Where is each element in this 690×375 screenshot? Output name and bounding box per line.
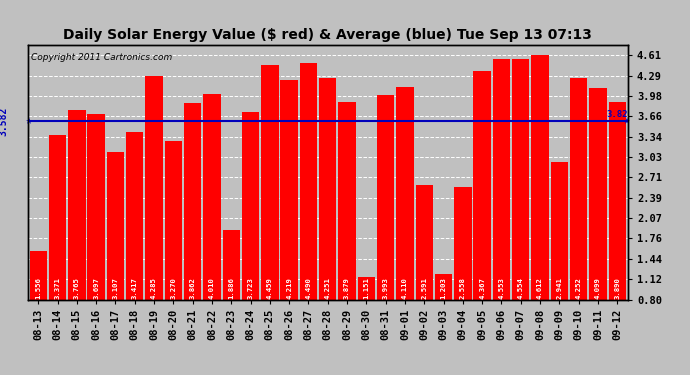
- Bar: [261, 65, 279, 351]
- Bar: [357, 278, 375, 351]
- Text: 3.890: 3.890: [614, 277, 620, 299]
- Text: 3.82: 3.82: [607, 110, 628, 119]
- Bar: [396, 87, 413, 351]
- Text: 2.591: 2.591: [422, 277, 427, 299]
- Text: 4.010: 4.010: [209, 277, 215, 299]
- Bar: [223, 230, 240, 351]
- Bar: [107, 152, 124, 351]
- Text: 4.553: 4.553: [498, 277, 504, 299]
- Text: 4.251: 4.251: [325, 277, 331, 299]
- Bar: [280, 80, 298, 351]
- Bar: [30, 252, 47, 351]
- Bar: [435, 274, 452, 351]
- Text: 4.459: 4.459: [267, 277, 273, 299]
- Text: 4.612: 4.612: [537, 277, 543, 299]
- Bar: [146, 76, 163, 351]
- Bar: [570, 78, 587, 351]
- Text: 2.558: 2.558: [460, 277, 466, 299]
- Bar: [68, 110, 86, 351]
- Bar: [551, 162, 568, 351]
- Text: 3.107: 3.107: [112, 277, 119, 299]
- Bar: [184, 104, 201, 351]
- Text: 3.723: 3.723: [248, 277, 253, 299]
- Bar: [454, 187, 471, 351]
- Bar: [88, 114, 105, 351]
- Text: 4.252: 4.252: [575, 277, 582, 299]
- Bar: [609, 102, 626, 351]
- Text: 3.862: 3.862: [190, 277, 196, 299]
- Text: 4.554: 4.554: [518, 277, 524, 299]
- Text: 3.697: 3.697: [93, 277, 99, 299]
- Text: 3.765: 3.765: [74, 277, 80, 299]
- Title: Daily Solar Energy Value ($ red) & Average (blue) Tue Sep 13 07:13: Daily Solar Energy Value ($ red) & Avera…: [63, 28, 592, 42]
- Text: 2.941: 2.941: [556, 277, 562, 299]
- Bar: [204, 94, 221, 351]
- Bar: [493, 59, 510, 351]
- Bar: [415, 185, 433, 351]
- Text: 1.886: 1.886: [228, 277, 234, 299]
- Bar: [319, 78, 337, 351]
- Bar: [165, 141, 182, 351]
- Text: 4.490: 4.490: [306, 277, 311, 299]
- Bar: [242, 112, 259, 351]
- Text: 4.367: 4.367: [479, 277, 485, 299]
- Text: 3.993: 3.993: [383, 277, 388, 299]
- Text: 3.582: 3.582: [0, 106, 8, 136]
- Bar: [531, 55, 549, 351]
- Bar: [299, 63, 317, 351]
- Text: 4.219: 4.219: [286, 277, 292, 299]
- Text: Copyright 2011 Cartronics.com: Copyright 2011 Cartronics.com: [30, 53, 172, 62]
- Text: 4.099: 4.099: [595, 277, 601, 299]
- Text: 1.151: 1.151: [364, 277, 369, 299]
- Text: 3.417: 3.417: [132, 277, 138, 299]
- Text: 3.371: 3.371: [55, 277, 61, 299]
- Text: 3.879: 3.879: [344, 277, 350, 299]
- Text: 1.203: 1.203: [440, 277, 446, 299]
- Text: 4.110: 4.110: [402, 277, 408, 299]
- Bar: [338, 102, 356, 351]
- Bar: [512, 59, 529, 351]
- Text: 1.556: 1.556: [35, 277, 41, 299]
- Bar: [473, 71, 491, 351]
- Bar: [49, 135, 66, 351]
- Text: 3.270: 3.270: [170, 277, 177, 299]
- Bar: [377, 95, 395, 351]
- Text: 4.285: 4.285: [151, 277, 157, 299]
- Bar: [589, 88, 607, 351]
- Bar: [126, 132, 144, 351]
